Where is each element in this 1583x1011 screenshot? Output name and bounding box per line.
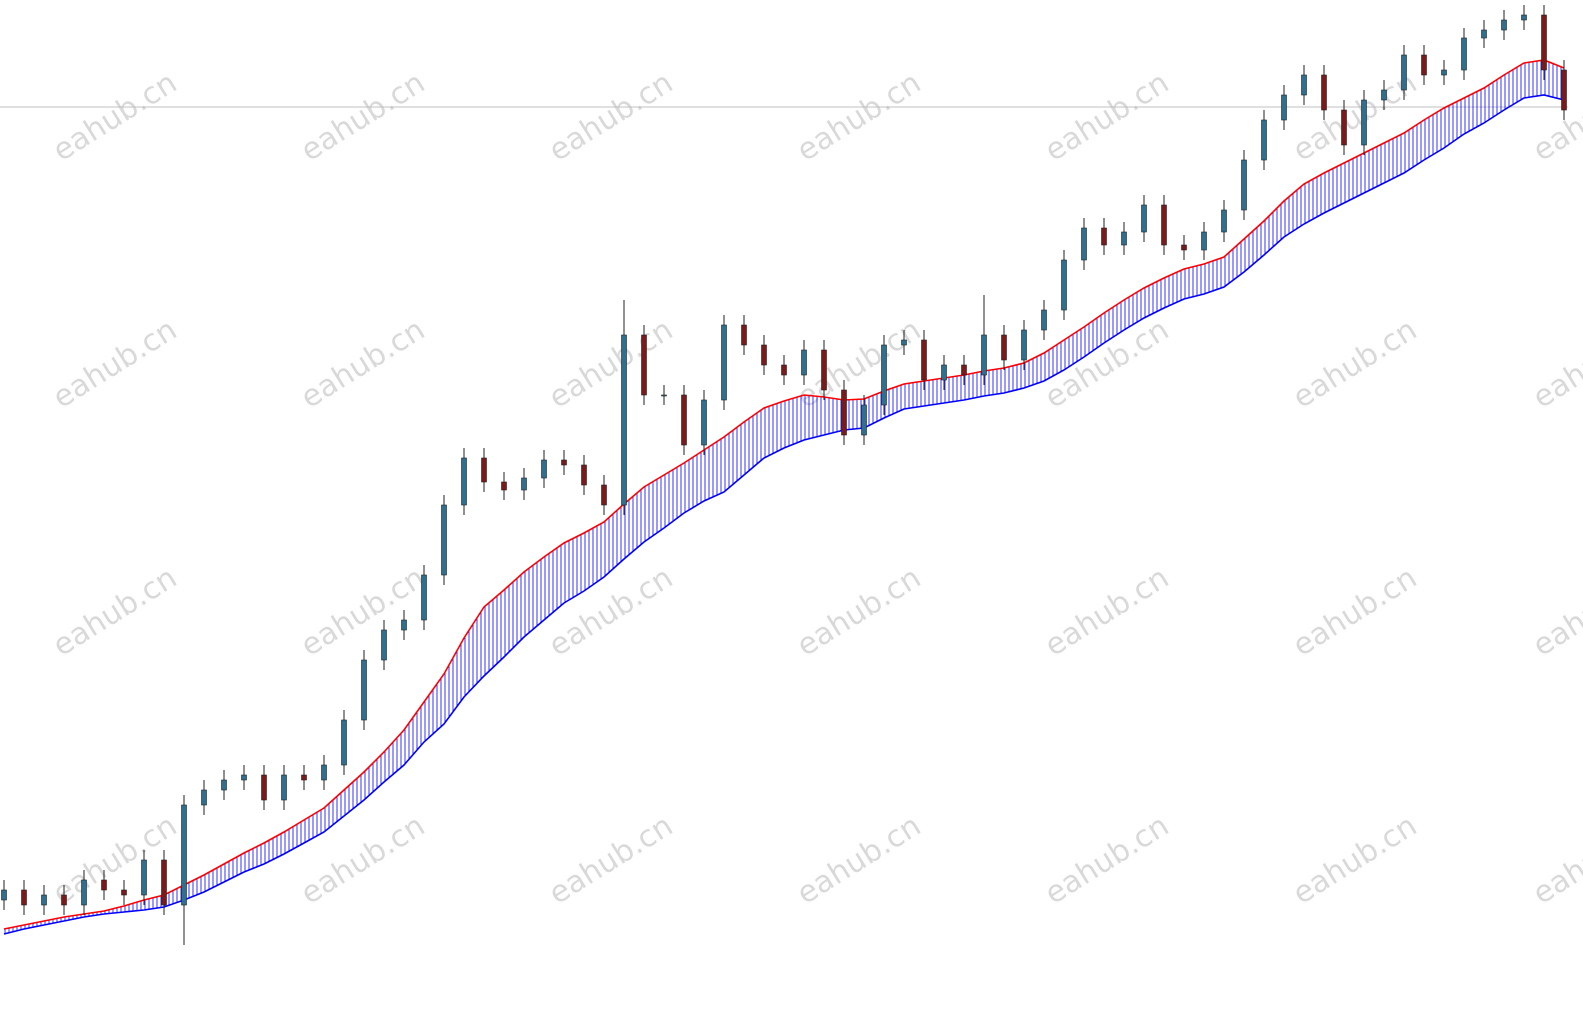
candle-body [1521,14,1527,21]
plot [0,5,1568,945]
candle-body [241,774,247,781]
ma-line [3,59,1565,930]
candle-body [321,764,327,781]
candle-body [981,334,987,376]
candle-body [1181,244,1187,251]
candle-body [621,334,627,506]
candle-body [1461,37,1467,71]
candle-body [1201,231,1207,251]
candle-body [1161,204,1167,246]
candle-body [901,339,907,346]
candle-body [301,774,307,781]
candle-body [1061,259,1067,311]
candle-body [801,349,807,376]
candle-body [221,779,227,791]
candle-body [941,364,947,381]
candle-body [1101,227,1107,246]
candle-body [1001,334,1007,361]
candle-body [841,389,847,436]
candle-body [461,457,467,506]
candle-body [261,774,267,801]
candle-body [541,459,547,479]
candle-body [1421,54,1427,76]
candle-body [881,344,887,406]
candle-body [401,619,407,631]
candle-body [121,889,127,896]
candle-body [441,504,447,576]
candle-body [281,774,287,801]
candle-body [641,334,647,396]
candle-body [521,477,527,491]
candle-body [1561,69,1567,111]
candle-body [1541,14,1547,71]
candle-body [361,659,367,721]
candle-body [101,879,107,891]
candle-body [1241,159,1247,211]
candle-body [601,484,607,506]
candle-body [1221,209,1227,233]
candle-body [1021,329,1027,361]
candle-body [1321,74,1327,111]
candle-body [61,894,67,906]
candle-body [21,889,27,906]
candle-body [861,404,867,436]
candle-body [1,889,7,901]
candle-body [341,719,347,766]
candle-body [381,629,387,661]
candle-body [1041,309,1047,331]
candle-body [821,349,827,391]
candle-body [761,344,767,366]
candle-body [661,394,667,397]
candle-body [81,879,87,906]
candle-body [1361,99,1367,146]
candle-body [781,364,787,376]
ma-line [3,94,1565,935]
candle-body [501,481,507,491]
ma-band [4,60,1564,934]
candle-body [961,364,967,376]
candle-body [1501,19,1507,31]
candle-body [1081,227,1087,261]
candle-body [721,324,727,401]
candle-body [481,457,487,483]
candle-body [681,394,687,446]
candle-body [1381,89,1387,101]
candle-body [1141,204,1147,233]
candle-body [561,459,567,466]
candle-body [41,894,47,906]
candle-body [421,574,427,621]
candle-body [741,324,747,346]
candle-body [141,859,147,896]
candle-body [581,464,587,486]
candle-body [1481,29,1487,39]
candle-body [1121,231,1127,246]
candle-body [701,399,707,446]
candle-body [201,789,207,806]
candle-body [1261,119,1267,161]
candle-body [1301,74,1307,96]
candle-body [1281,94,1287,121]
candle-body [1341,109,1347,146]
candle-body [1441,69,1447,76]
candle-body [1401,54,1407,91]
candle-body [161,859,167,906]
candle-body [921,339,927,381]
candle-body [181,804,187,906]
